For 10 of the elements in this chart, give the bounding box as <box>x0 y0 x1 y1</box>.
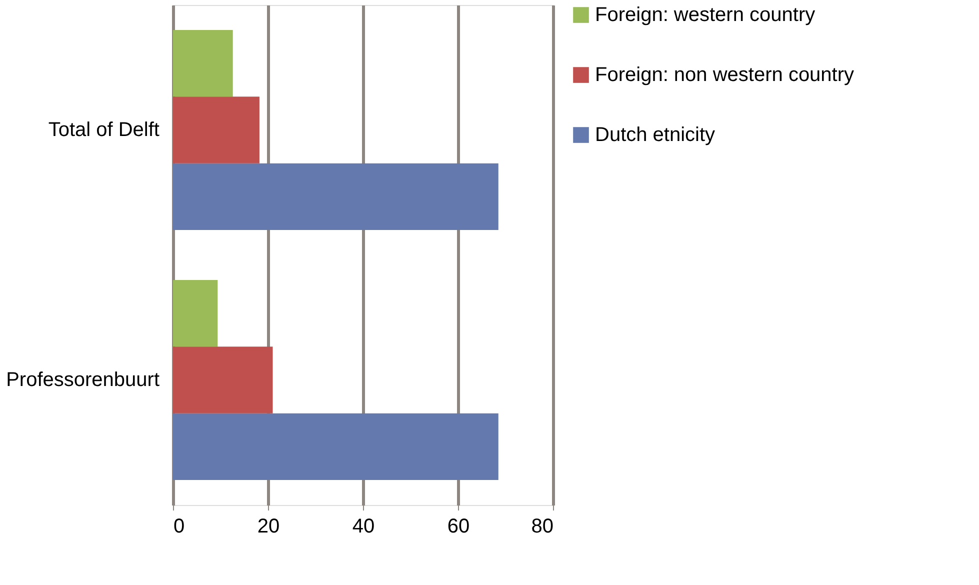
legend-label: Dutch etnicity <box>595 124 716 146</box>
x-tick-label: 60 <box>447 516 470 538</box>
x-tick-label: 80 <box>531 516 554 538</box>
x-tick-label: 0 <box>174 516 185 538</box>
legend-label: Foreign: non western country <box>595 64 854 86</box>
x-tick-label: 20 <box>257 516 280 538</box>
y-tick-label: Total of Delft <box>48 119 160 141</box>
x-tick-label: 40 <box>352 516 375 538</box>
legend-label: Foreign: western country <box>595 4 816 26</box>
y-tick-label: Professorenbuurt <box>6 369 160 391</box>
